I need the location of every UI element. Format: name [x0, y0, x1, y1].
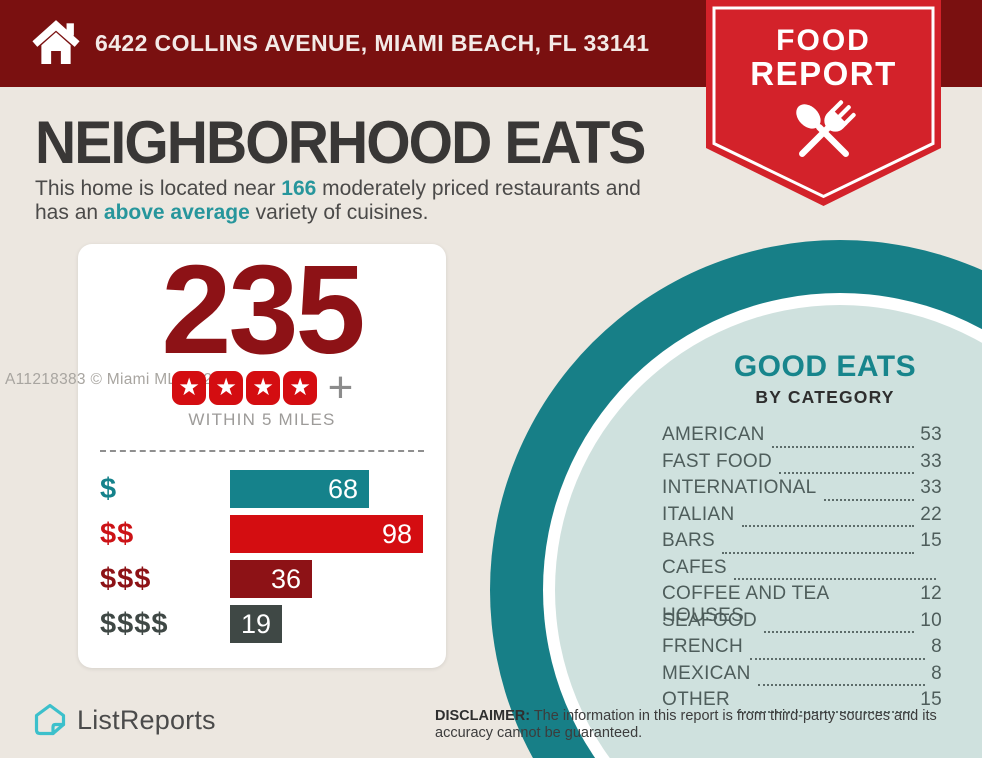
- ribbon-banner-shape: [706, 0, 941, 206]
- dotted-leader: [737, 710, 915, 713]
- category-row: ITALIAN 22: [662, 504, 942, 531]
- dotted-leader: [771, 445, 915, 448]
- rating-stars: ★ ★ ★ ★ +: [78, 366, 446, 410]
- price-bar-row: $$$ 36: [100, 560, 424, 598]
- intro-seg3: has an: [35, 200, 104, 224]
- category-row: FRENCH 8: [662, 636, 942, 663]
- category-label: ITALIAN: [662, 503, 735, 525]
- category-label: OTHER: [662, 689, 730, 710]
- category-value: 15: [920, 530, 942, 551]
- category-label: COFFEE AND TEA HOUSES: [662, 583, 829, 626]
- category-label: BARS: [662, 530, 715, 551]
- price-bar-row: $$ 98: [100, 515, 424, 553]
- category-value: 33: [920, 477, 942, 498]
- category-label: FAST FOOD: [662, 450, 773, 472]
- property-address: 6422 COLLINS AVENUE, MIAMI BEACH, FL 331…: [95, 30, 650, 56]
- ribbon-title-line1: FOOD: [776, 24, 871, 57]
- category-value: 8: [931, 636, 942, 657]
- ribbon-title-line2: REPORT: [750, 55, 897, 92]
- good-eats-title: GOOD EATS: [733, 350, 917, 383]
- intro-seg4: variety of cuisines.: [249, 200, 429, 224]
- price-bar-value: 36: [270, 563, 301, 594]
- category-row: INTERNATIONAL 33: [662, 477, 942, 504]
- price-level-label: $: [100, 472, 118, 505]
- star-icon: ★: [209, 371, 244, 405]
- spoon-fork-icon: [796, 100, 856, 157]
- price-level-label: $$: [100, 517, 135, 550]
- radius-caption: WITHIN 5 MILES: [188, 410, 336, 429]
- dotted-leader: [733, 578, 936, 580]
- price-bar: 19: [230, 605, 282, 643]
- price-bar: 36: [230, 560, 312, 598]
- price-level-label: $$$: [100, 562, 152, 595]
- category-value: 22: [920, 503, 942, 525]
- category-row: FAST FOOD 33: [662, 451, 942, 478]
- brand-name: ListReports: [77, 704, 216, 735]
- category-label: SEAFOOD: [662, 609, 758, 631]
- price-bar-value: 19: [240, 608, 271, 639]
- dotted-leader: [721, 551, 915, 554]
- home-icon: [32, 20, 80, 64]
- category-value: 53: [920, 424, 942, 445]
- category-value: 8: [931, 662, 942, 684]
- food-report-ribbon: FOOD REPORT: [706, 0, 941, 206]
- plus-icon: +: [327, 363, 354, 412]
- category-value: 33: [920, 450, 942, 472]
- category-list: AMERICAN 53 FAST FOOD 33 INTERNATIONAL 33 ITAL…: [662, 424, 942, 716]
- good-eats-subtitle: BY CATEGORY: [755, 387, 895, 407]
- restaurant-count-card: 235 ★ ★ ★ ★ + WITHIN 5 MILES $68 $$ 98 $$$ 36 $$$…: [78, 239, 446, 668]
- category-value: 15: [920, 689, 942, 710]
- price-bar-value: 98: [381, 518, 412, 549]
- category-row: OTHER 15: [662, 689, 942, 716]
- dotted-leader: [749, 657, 926, 660]
- category-value: 10: [920, 609, 942, 631]
- variety-highlight: above average: [103, 200, 250, 224]
- category-row: AMERICAN 53: [662, 424, 942, 451]
- category-row: COFFEE AND TEA HOUSES 12: [662, 583, 942, 626]
- listreports-logo: ListReports: [32, 702, 216, 738]
- intro-seg1: This home is located near: [35, 177, 282, 200]
- total-restaurant-count: 235: [161, 239, 365, 380]
- dashed-divider: [100, 450, 424, 452]
- dotted-leader: [764, 631, 915, 633]
- category-label: CAFES: [662, 556, 727, 578]
- category-row: BARS 15: [662, 530, 942, 557]
- star-icon: ★: [283, 371, 318, 405]
- star-icon: ★: [246, 371, 281, 405]
- dotted-leader: [779, 472, 915, 474]
- category-label: AMERICAN: [662, 424, 765, 445]
- disclaimer: DISCLAIMER: The information in this repo…: [435, 708, 950, 742]
- category-label: INTERNATIONAL: [662, 477, 817, 498]
- category-label: MEXICAN: [662, 662, 751, 684]
- category-row: MEXICAN 8: [662, 663, 942, 690]
- category-label: FRENCH: [662, 636, 743, 657]
- page-title: NEIGHBORHOOD EATS: [35, 109, 646, 176]
- price-bar: 68: [230, 470, 369, 508]
- price-bar: 98: [230, 515, 423, 553]
- price-bar-value: 68: [327, 473, 358, 504]
- disclaimer-text: The information in this report is from t…: [435, 708, 937, 741]
- star-icon: ★: [172, 371, 207, 405]
- house-page-icon: [34, 703, 66, 736]
- category-row: SEAFOOD 10: [662, 610, 942, 637]
- category-value: 12: [920, 583, 942, 604]
- restaurant-count-highlight: 166: [281, 177, 317, 200]
- category-row: CAFES: [662, 557, 942, 584]
- disclaimer-label: DISCLAIMER:: [435, 708, 531, 724]
- price-level-label: $$$$: [100, 607, 169, 640]
- price-bar-chart: $68 $$ 98 $$$ 36 $$$$ 19: [100, 470, 424, 650]
- price-bar-row: $$$$ 19: [100, 605, 424, 643]
- intro-text: This home is located near 166 moderately…: [35, 177, 725, 224]
- dotted-leader: [741, 525, 915, 527]
- price-bar-row: $68: [100, 470, 424, 508]
- dotted-leader: [757, 684, 926, 686]
- dotted-leader: [823, 498, 915, 501]
- good-eats-header: GOOD EATS BY CATEGORY: [685, 350, 965, 408]
- intro-seg2: moderately priced restaurants and: [316, 177, 641, 200]
